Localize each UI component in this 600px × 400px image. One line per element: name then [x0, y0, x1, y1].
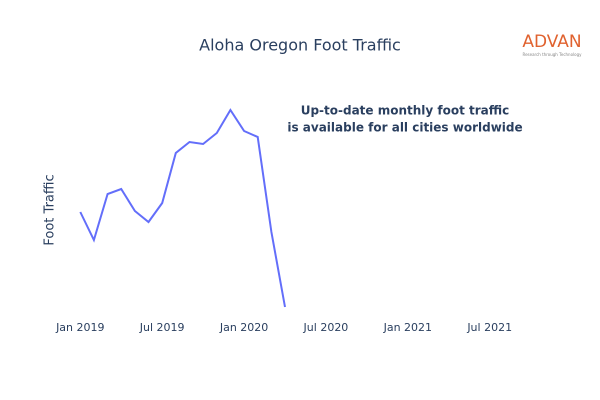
x-tick-label: Jul 2020	[303, 321, 349, 334]
chart-title: Aloha Oregon Foot Traffic	[199, 36, 401, 55]
x-tick-label: Jan 2021	[383, 321, 432, 334]
x-tick-label: Jan 2019	[55, 321, 104, 334]
x-tick-label: Jan 2020	[219, 321, 268, 334]
y-axis-label: Foot Traffic	[43, 174, 58, 245]
x-tick-label: Jul 2021	[466, 321, 512, 334]
logo: ADVAN	[522, 32, 581, 52]
annotation: is available for all cities worldwide	[287, 121, 522, 135]
line	[79, 108, 286, 308]
annotation: Up-to-date monthly foot traffic	[301, 104, 510, 118]
x-tick-label: Jul 2019	[139, 321, 185, 334]
logo-tagline: Research through Technology	[522, 52, 582, 57]
